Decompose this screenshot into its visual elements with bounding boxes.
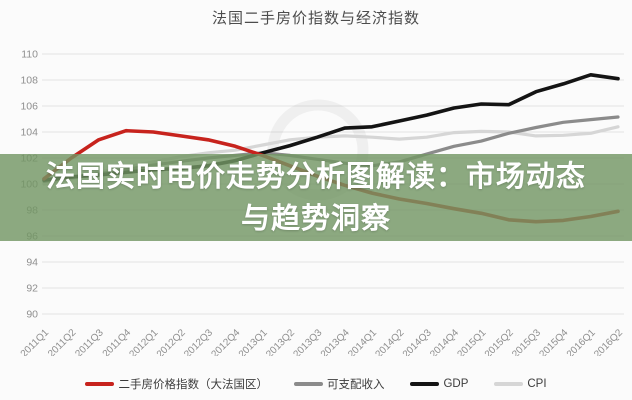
legend-line-swatch bbox=[293, 382, 323, 386]
legend-label: GDP bbox=[443, 378, 469, 390]
y-tick-label-108: 108 bbox=[20, 75, 38, 87]
legend-label: 二手房价格指数（大法国区） bbox=[118, 379, 268, 391]
legend-line-swatch bbox=[494, 382, 524, 386]
legend-label: 可支配收入 bbox=[326, 379, 385, 391]
watermark-text-banner: 法国实时电价走势分析图解读：市场动态 与趋势洞察 bbox=[0, 154, 632, 241]
watermark-text-line1: 法国实时电价走势分析图解读：市场动态 bbox=[45, 160, 586, 193]
y-tick-label-104: 104 bbox=[20, 127, 38, 139]
y-tick-label-90: 90 bbox=[26, 309, 38, 321]
legend-line-swatch bbox=[410, 382, 440, 386]
legend: 二手房价格指数（大法国区） 可支配收入 GDP CPI bbox=[0, 372, 632, 396]
y-tick-label-94: 94 bbox=[26, 257, 38, 269]
legend-label: CPI bbox=[527, 378, 547, 390]
legend-item-4: CPI bbox=[494, 378, 547, 390]
legend-item-1: 二手房价格指数（大法国区） bbox=[85, 376, 268, 392]
chart-title: 法国二手房价指数与经济指数 bbox=[211, 10, 420, 27]
y-tick-label-106: 106 bbox=[20, 101, 38, 113]
watermark-text-line2: 与趋势洞察 bbox=[240, 202, 391, 235]
legend-line-swatch bbox=[85, 382, 115, 386]
y-tick-label-110: 110 bbox=[21, 49, 38, 61]
y-tick-label-92: 92 bbox=[26, 283, 38, 295]
legend-item-2: 可支配收入 bbox=[293, 376, 385, 392]
legend-item-3: GDP bbox=[410, 378, 468, 390]
x-axis-labels: 2011Q12011Q22011Q32011Q42012Q12012Q22012… bbox=[19, 327, 626, 356]
x-tick-label-2016Q2: 2016Q2 bbox=[592, 327, 625, 356]
